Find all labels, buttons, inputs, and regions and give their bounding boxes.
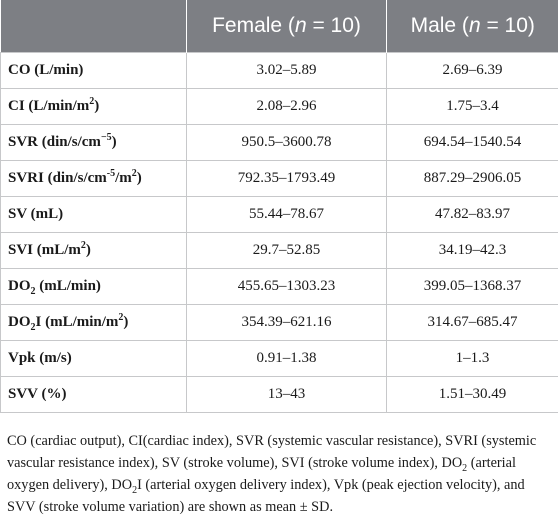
male-value: 1.75–3.4 [386, 88, 558, 125]
female-value: 0.91–1.38 [186, 340, 387, 377]
row-label: SVV (%) [0, 376, 187, 413]
male-value: 694.54–1540.54 [386, 124, 558, 161]
row-label: SVI (mL/m2) [0, 232, 187, 269]
male-value: 47.82–83.97 [386, 196, 558, 233]
table-header-row: Female (n = 10) Male (n = 10) [0, 0, 558, 53]
female-value: 950.5–3600.78 [186, 124, 387, 161]
row-label: Vpk (m/s) [0, 340, 187, 377]
table-row: CI (L/min/m2) 2.08–2.96 1.75–3.4 [0, 88, 558, 125]
table-row: SV (mL) 55.44–78.67 47.82–83.97 [0, 196, 558, 233]
male-value: 2.69–6.39 [386, 52, 558, 89]
table-row: Vpk (m/s) 0.91–1.38 1–1.3 [0, 340, 558, 377]
row-label: SVR (din/s/cm−5) [0, 124, 187, 161]
hemodynamic-table: Female (n = 10) Male (n = 10) CO (L/min)… [0, 0, 558, 413]
female-value: 2.08–2.96 [186, 88, 387, 125]
row-label: DO2I (mL/min/m2) [0, 304, 187, 341]
table-row: SVV (%) 13–43 1.51–30.49 [0, 376, 558, 413]
male-value: 34.19–42.3 [386, 232, 558, 269]
table-row: SVI (mL/m2) 29.7–52.85 34.19–42.3 [0, 232, 558, 269]
row-label: SVRI (din/s/cm-5/m2) [0, 160, 187, 197]
header-female: Female (n = 10) [186, 0, 387, 53]
table-row: DO2 (mL/min) 455.65–1303.23 399.05–1368.… [0, 268, 558, 305]
female-value: 13–43 [186, 376, 387, 413]
female-value: 55.44–78.67 [186, 196, 387, 233]
female-value: 354.39–621.16 [186, 304, 387, 341]
row-label: DO2 (mL/min) [0, 268, 187, 305]
female-value: 3.02–5.89 [186, 52, 387, 89]
header-blank-cell [0, 0, 187, 53]
table-row: SVRI (din/s/cm-5/m2) 792.35–1793.49 887.… [0, 160, 558, 197]
male-value: 314.67–685.47 [386, 304, 558, 341]
table-row: DO2I (mL/min/m2) 354.39–621.16 314.67–68… [0, 304, 558, 341]
male-value: 887.29–2906.05 [386, 160, 558, 197]
row-label: SV (mL) [0, 196, 187, 233]
header-male: Male (n = 10) [386, 0, 558, 53]
row-label: CO (L/min) [0, 52, 187, 89]
table-row: SVR (din/s/cm−5) 950.5–3600.78 694.54–15… [0, 124, 558, 161]
male-value: 1–1.3 [386, 340, 558, 377]
female-value: 29.7–52.85 [186, 232, 387, 269]
male-value: 399.05–1368.37 [386, 268, 558, 305]
table-row: CO (L/min) 3.02–5.89 2.69–6.39 [0, 52, 558, 89]
female-value: 792.35–1793.49 [186, 160, 387, 197]
row-label: CI (L/min/m2) [0, 88, 187, 125]
female-value: 455.65–1303.23 [186, 268, 387, 305]
male-value: 1.51–30.49 [386, 376, 558, 413]
table-footnote: CO (cardiac output), CI(cardiac index), … [7, 433, 537, 515]
